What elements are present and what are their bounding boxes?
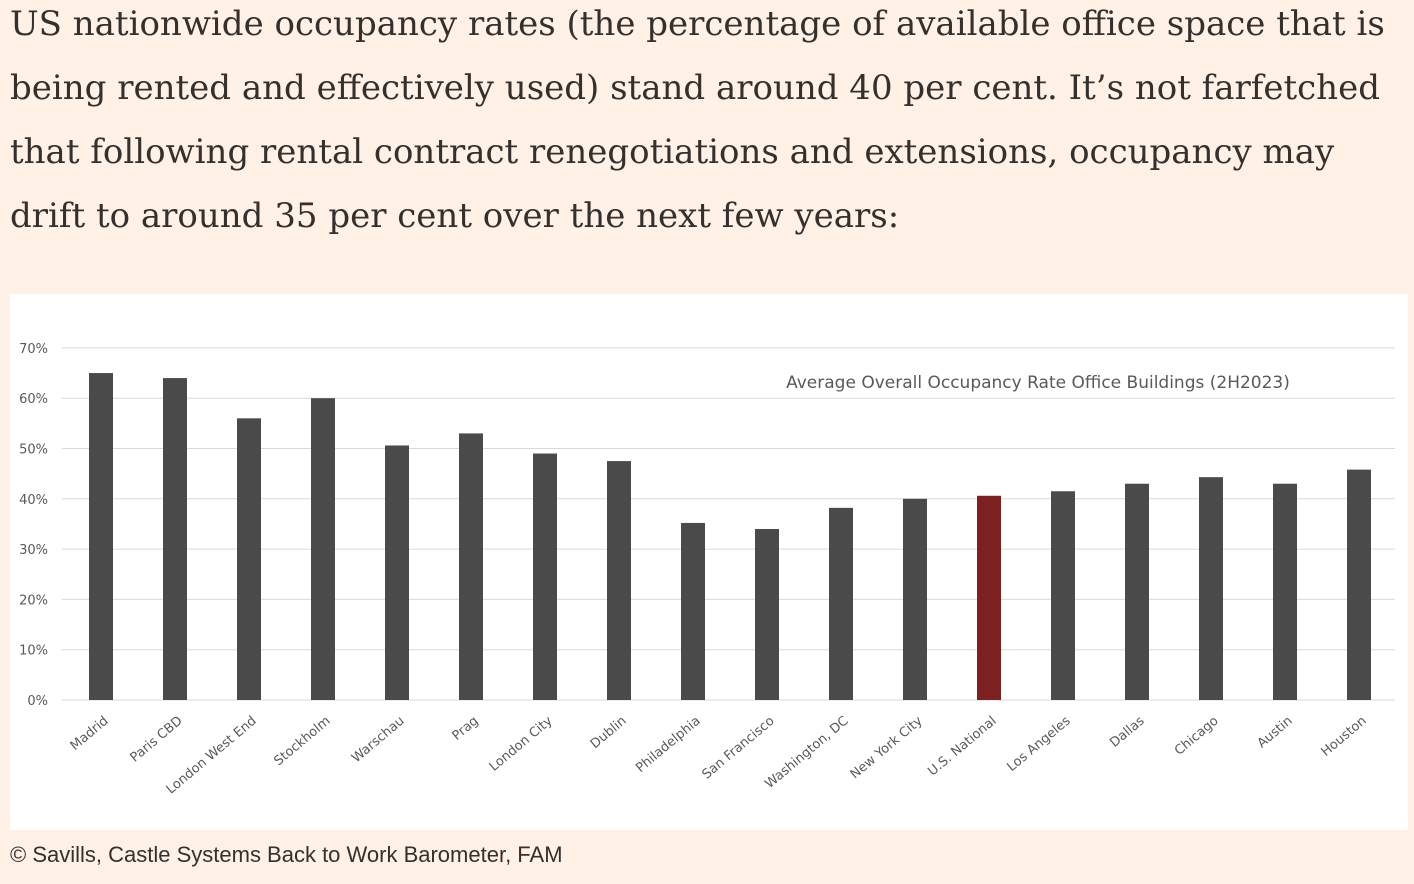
x-tick-label: London City bbox=[487, 713, 556, 774]
x-tick-label: New York City bbox=[848, 713, 926, 782]
bar-washington-dc bbox=[829, 507, 853, 700]
bar-dublin bbox=[607, 461, 631, 700]
y-tick-label: 10% bbox=[19, 644, 48, 659]
bar-prag bbox=[459, 433, 483, 700]
article-paragraph: US nationwide occupancy rates (the perce… bbox=[10, 4, 1385, 236]
bar-paris-cbd bbox=[163, 378, 187, 700]
x-tick-label: U.S. National bbox=[925, 714, 999, 780]
x-tick-label: Madrid bbox=[68, 714, 112, 754]
bar-new-york-city bbox=[903, 498, 927, 700]
bar-san-francisco bbox=[755, 528, 779, 700]
bar-houston bbox=[1347, 469, 1371, 700]
x-tick-label: Dallas bbox=[1107, 713, 1147, 750]
bar-warschau bbox=[385, 445, 409, 700]
x-tick-label: Warschau bbox=[349, 714, 407, 766]
bar-los-angeles bbox=[1051, 491, 1075, 700]
y-tick-label: 50% bbox=[19, 443, 48, 458]
bar-austin bbox=[1273, 483, 1297, 700]
bar-chicago bbox=[1199, 477, 1223, 700]
bar-philadelphia bbox=[681, 522, 705, 700]
bar-madrid bbox=[89, 373, 113, 700]
x-tick-label: Houston bbox=[1319, 714, 1370, 760]
y-tick-label: 0% bbox=[27, 694, 48, 709]
bar-stockholm bbox=[311, 398, 335, 700]
x-tick-label: Los Angeles bbox=[1004, 713, 1073, 775]
x-tick-label: Austin bbox=[1255, 714, 1296, 752]
x-tick-label: San Francisco bbox=[700, 714, 778, 783]
bar-london-city bbox=[533, 453, 557, 700]
x-tick-label: Stockholm bbox=[271, 714, 333, 769]
y-tick-label: 20% bbox=[19, 593, 48, 608]
x-tick-label: Prag bbox=[450, 714, 482, 744]
bar-london-west-end bbox=[237, 418, 261, 700]
x-tick-label: Paris CBD bbox=[128, 714, 186, 766]
bar-dallas bbox=[1125, 483, 1149, 700]
x-tick-label: Chicago bbox=[1172, 714, 1222, 759]
y-tick-label: 30% bbox=[19, 543, 48, 558]
bar-chart-svg: 0% 10% 20% 30% 40% 50% 60% 70% Madrid Paris CBD L… bbox=[19, 342, 1395, 797]
chart: 0% 10% 20% 30% 40% 50% 60% 70% Madrid Paris CBD L… bbox=[10, 294, 1408, 830]
bar-u-s-national bbox=[977, 495, 1001, 700]
chart-title: Average Overall Occupancy Rate Office Bu… bbox=[786, 373, 1290, 393]
y-tick-label: 60% bbox=[19, 392, 48, 407]
x-tick-label: Dublin bbox=[588, 714, 630, 752]
y-tick-label: 40% bbox=[19, 493, 48, 508]
source-caption: © Savills, Castle Systems Back to Work B… bbox=[10, 842, 563, 867]
x-tick-label: Philadelphia bbox=[633, 714, 703, 776]
y-tick-label: 70% bbox=[19, 342, 48, 357]
